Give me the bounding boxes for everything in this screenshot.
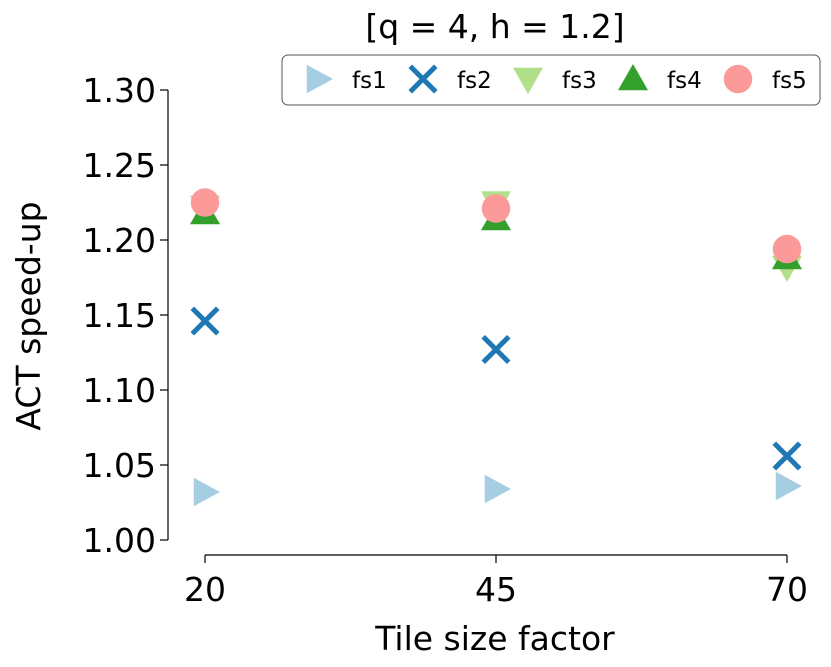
- y-tick-label: 1.25: [83, 146, 156, 185]
- legend-label-fs4: fs4: [667, 68, 702, 94]
- x-axis-label: Tile size factor: [374, 619, 615, 658]
- data-point-fs2-45: [481, 334, 511, 365]
- data-point-fs5-20: [190, 188, 220, 217]
- legend-box: [281, 54, 821, 106]
- y-tick-label: 1.30: [83, 71, 156, 110]
- legend-marker-fs1: [306, 64, 333, 94]
- x-tick-label: 20: [184, 570, 226, 609]
- legend-label-fs1: fs1: [352, 68, 387, 94]
- axes: 1.00 1.05 1.10 1.15 1.20 1.25 1.30 20 45 70: [83, 71, 808, 609]
- data-point-fs5-45: [481, 194, 511, 223]
- legend-marker-fs4: [618, 64, 648, 91]
- legend-label-fs2: fs2: [457, 68, 492, 94]
- data-points: [190, 188, 802, 507]
- y-tick-label: 1.20: [83, 221, 156, 260]
- legend-label-fs3: fs3: [562, 68, 597, 94]
- data-point-fs2-20: [190, 306, 220, 336]
- legend: fs1 fs2 fs3 fs4 fs5: [281, 54, 821, 106]
- y-tick-label: 1.00: [83, 521, 156, 560]
- legend-marker-fs5: [723, 64, 753, 94]
- data-point-fs1-70: [775, 471, 802, 501]
- x-tick-label: 70: [766, 570, 808, 609]
- data-point-fs2-70: [772, 441, 802, 471]
- chart-title: [q = 4, h = 1.2]: [365, 7, 624, 46]
- data-point-fs1-20: [193, 477, 220, 507]
- x-tick-label: 45: [475, 570, 517, 609]
- data-point-fs5-70: [772, 234, 802, 264]
- legend-label-fs5: fs5: [772, 68, 807, 94]
- data-point-fs1-45: [484, 474, 511, 504]
- legend-marker-fs3: [513, 67, 543, 94]
- legend-marker-fs2: [408, 64, 438, 94]
- y-tick-label: 1.15: [83, 296, 156, 335]
- y-axis-label: ACT speed-up: [9, 201, 48, 430]
- y-tick-label: 1.05: [83, 446, 156, 485]
- y-tick-label: 1.10: [83, 371, 156, 410]
